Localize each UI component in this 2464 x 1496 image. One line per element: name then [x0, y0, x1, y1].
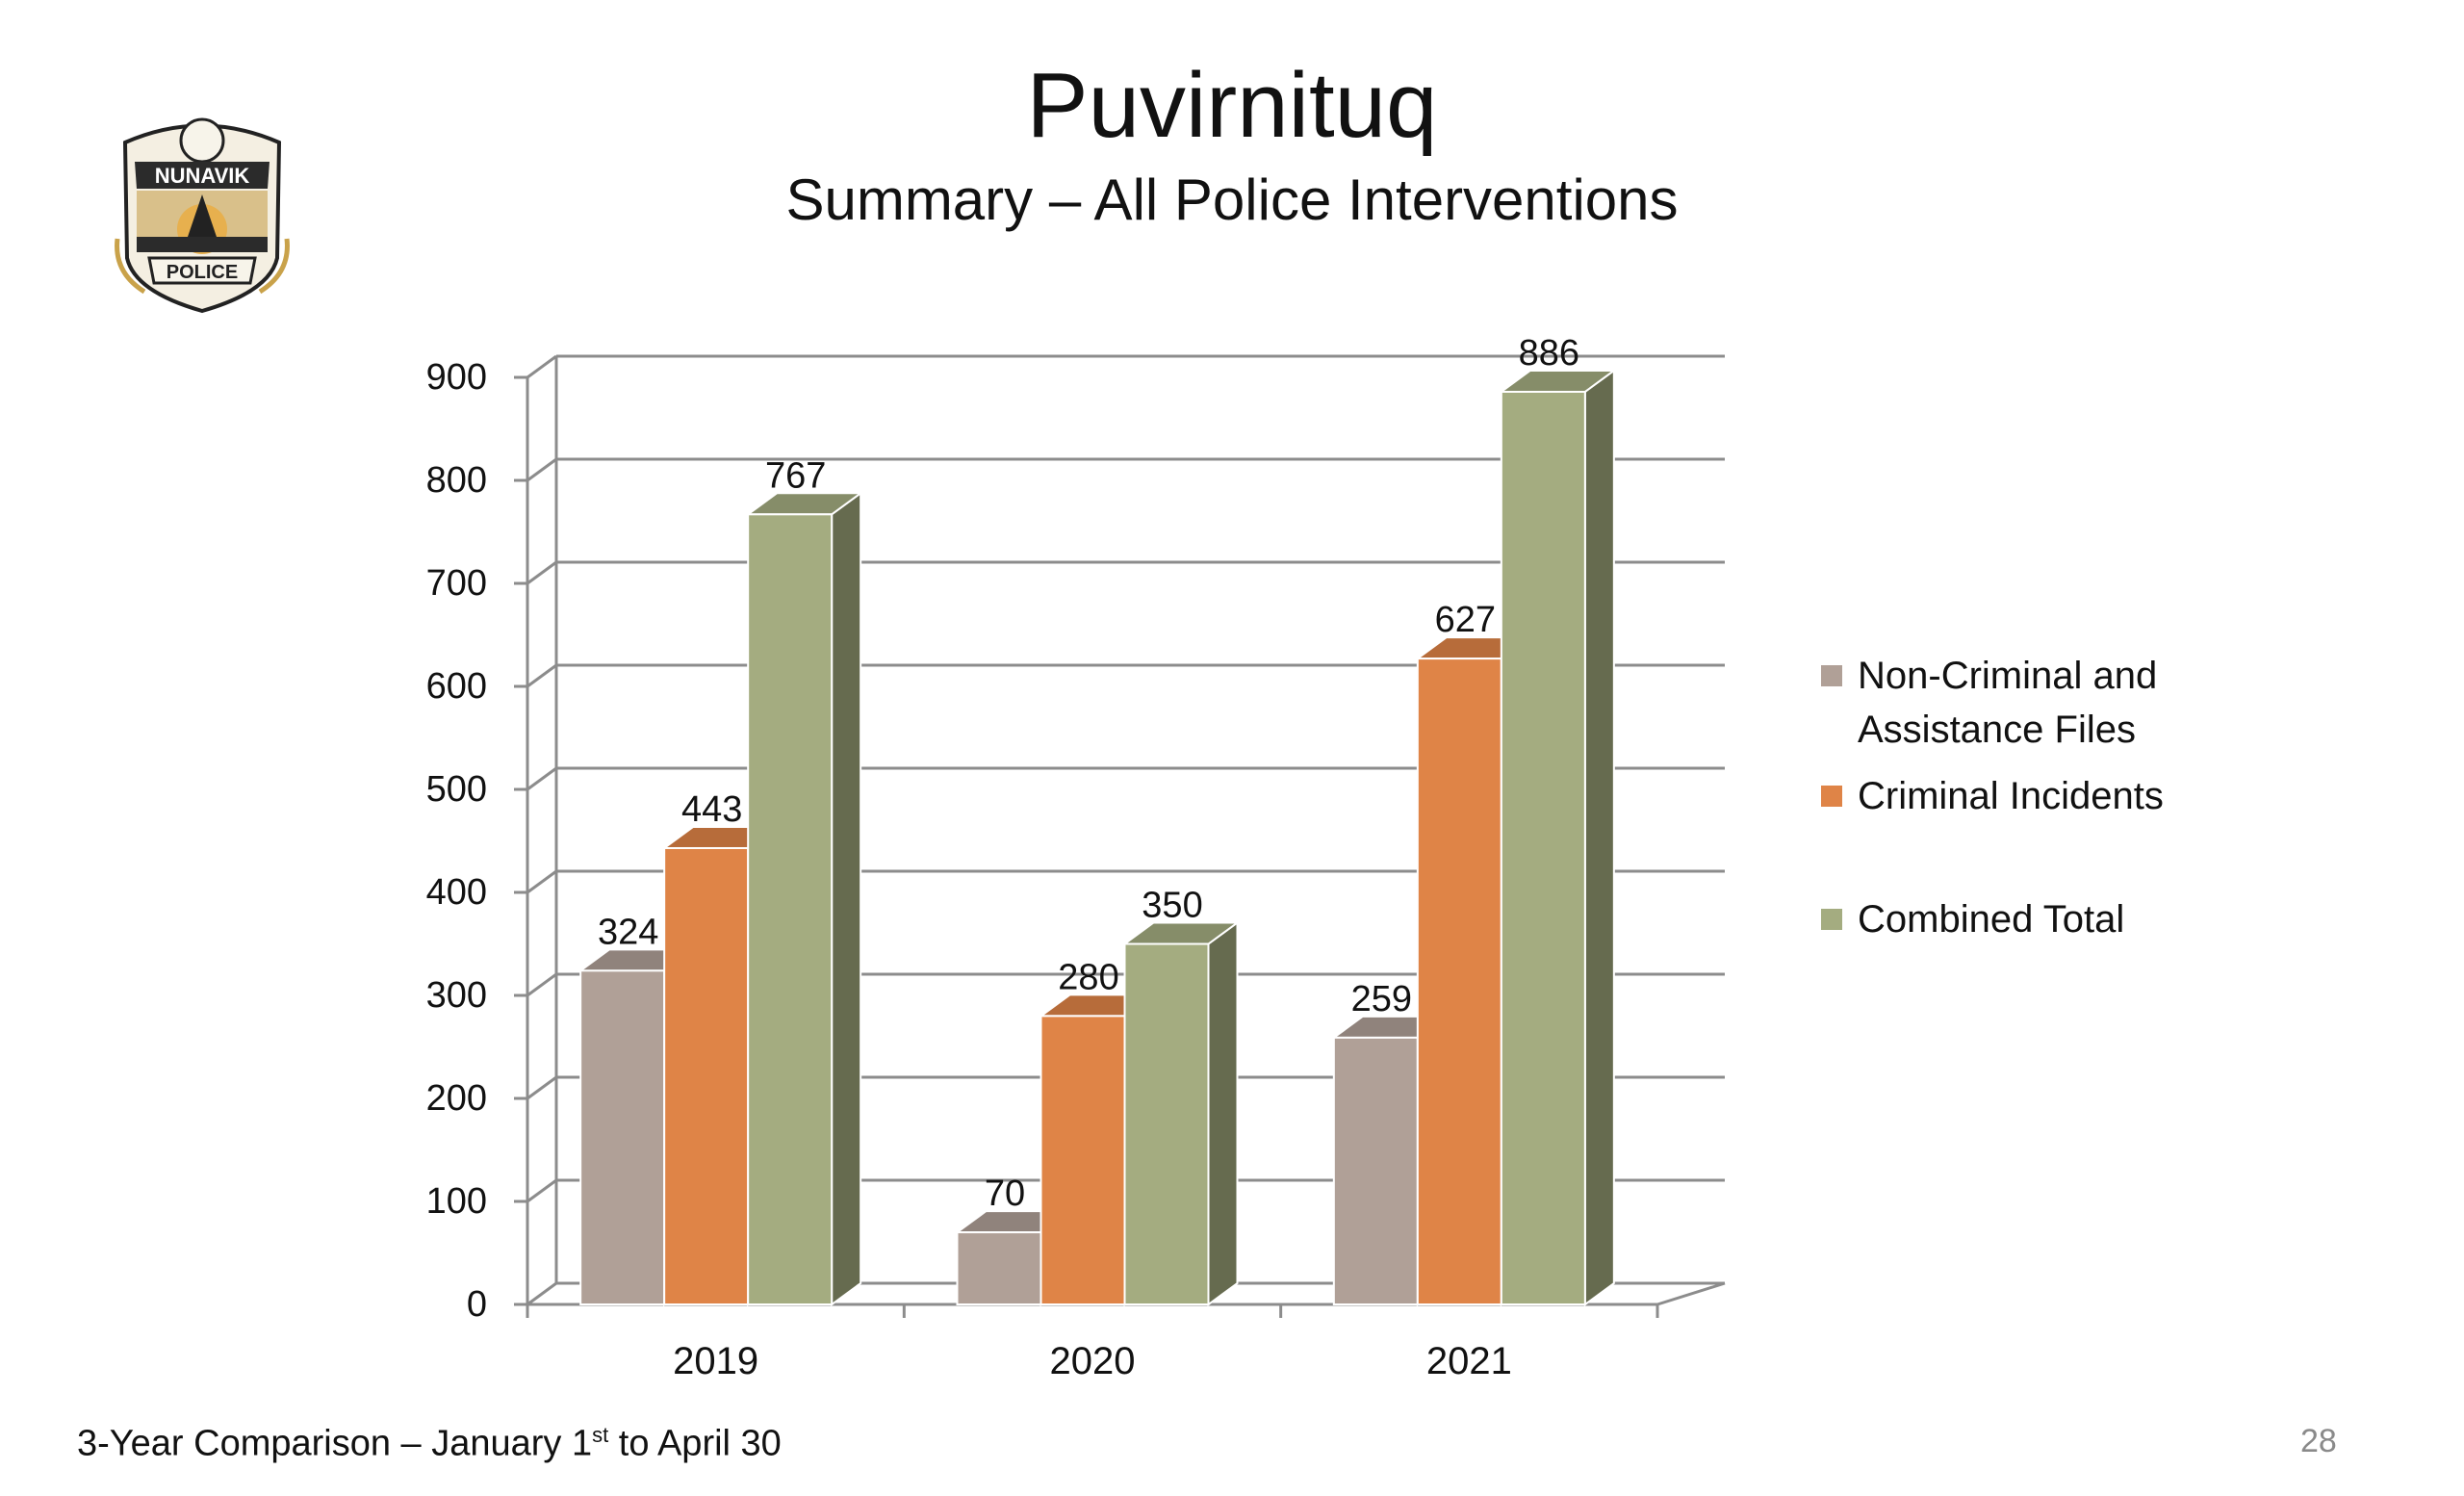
gridline-side [526, 663, 557, 688]
bars [578, 369, 1617, 1306]
bar [745, 491, 864, 1306]
gridline-side [526, 1281, 557, 1306]
bar [1498, 369, 1617, 1306]
logo-bottom-text: POLICE [167, 262, 238, 283]
data-labels: 324 443 767 70 280 350 259 627 886 [598, 333, 1579, 1214]
x-category-label: 2021 [1426, 1340, 1512, 1382]
y-tick-label: 200 [426, 1078, 487, 1119]
legend-label: Combined Total [1858, 898, 2124, 941]
data-label: 886 [1519, 333, 1579, 374]
gridline-side [526, 560, 557, 585]
legend-label: Non-Criminal and [1858, 655, 2157, 697]
page-title: Puvirnituq [1026, 54, 1438, 157]
gridline-side [526, 354, 557, 379]
data-label: 443 [681, 789, 742, 830]
bar [1121, 920, 1241, 1306]
y-tick-label: 300 [426, 975, 487, 1016]
y-tick-label: 700 [426, 563, 487, 604]
gridline-side [526, 1075, 557, 1100]
data-label: 627 [1435, 600, 1496, 640]
gridline-side [526, 766, 557, 791]
x-category-label: 2020 [1050, 1340, 1136, 1382]
data-label: 259 [1351, 979, 1412, 1019]
gridline-side [526, 1178, 557, 1203]
nunavik-police-badge-logo: NUNAVIK POLICE [115, 117, 290, 314]
y-tick-label: 600 [426, 666, 487, 707]
page-number: 28 [2300, 1423, 2337, 1459]
legend-swatch [1821, 786, 1842, 807]
axes: 0 100 200 300 400 500 600 700 800 900 2019 2020 2021 [426, 356, 1726, 1382]
legend-item: Non-Criminal and Assistance Files [1821, 655, 2157, 751]
gridline-side [526, 972, 557, 997]
legend-item: Combined Total [1821, 898, 2124, 941]
legend-item: Criminal Incidents [1821, 775, 2164, 817]
y-tick-label: 800 [426, 460, 487, 501]
y-tick-label: 400 [426, 872, 487, 913]
legend: Non-Criminal and Assistance Files Criminal… [1821, 655, 2164, 941]
page-subtitle: Summary – All Police Interventions [785, 168, 1679, 232]
y-tick-label: 100 [426, 1181, 487, 1222]
data-label: 767 [765, 455, 826, 496]
x-category-label: 2019 [673, 1340, 758, 1382]
y-tick-label: 0 [467, 1284, 487, 1325]
legend-swatch [1821, 909, 1842, 930]
y-tick-label: 900 [426, 357, 487, 398]
data-label: 324 [598, 912, 658, 952]
gridline-side [526, 457, 557, 482]
legend-swatch [1821, 665, 1842, 686]
footnote: 3-Year Comparison – January 1st to April… [77, 1423, 782, 1464]
legend-label: Assistance Files [1858, 709, 2136, 751]
legend-label: Criminal Incidents [1858, 775, 2164, 817]
floor-edge [1656, 1281, 1726, 1306]
gridline-side [526, 869, 557, 894]
data-label: 280 [1058, 957, 1118, 997]
data-label: 350 [1142, 886, 1202, 926]
y-tick-label: 500 [426, 769, 487, 810]
data-label: 70 [985, 1174, 1025, 1214]
logo-top-text: NUNAVIK [155, 164, 250, 188]
